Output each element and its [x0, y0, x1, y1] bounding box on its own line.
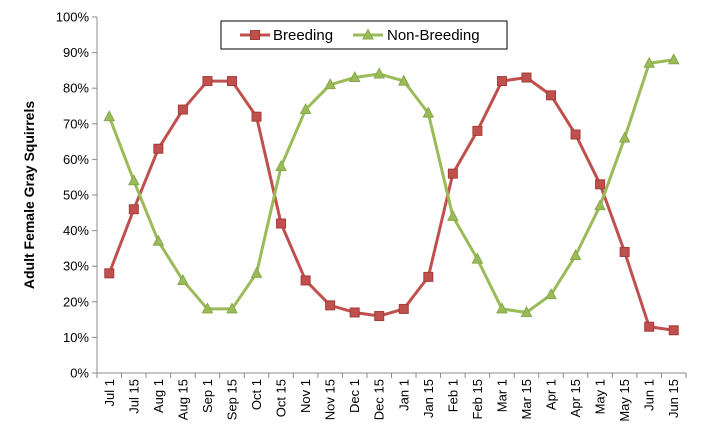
data-point-breeding	[668, 325, 679, 336]
data-point-non-breeding	[103, 110, 116, 122]
x-tick-label: Dec 15	[372, 379, 387, 420]
y-tick-label: 20%	[63, 294, 89, 309]
data-point-breeding	[276, 218, 287, 229]
x-tick-label: Jun 1	[642, 379, 657, 411]
data-point-breeding	[423, 271, 434, 282]
x-tick-label: Jan 1	[396, 379, 411, 411]
x-tick-label: Oct 15	[274, 379, 289, 417]
x-tick-label: Nov 1	[298, 379, 313, 413]
data-point-non-breeding	[177, 273, 189, 285]
data-point-non-breeding	[324, 78, 336, 90]
data-point-non-breeding	[250, 266, 263, 278]
x-tick-group: Jul 1 Jul 15 Aug 1 Aug 15 Sep 1 Sep 15 Oct 1 Oc…	[96, 373, 687, 422]
data-point-non-breeding	[520, 305, 533, 317]
x-tick-label: Feb 1	[445, 379, 460, 412]
data-point-breeding	[300, 275, 311, 286]
data-point-non-breeding	[127, 174, 140, 186]
x-axis: Jul 1 Jul 15 Aug 1 Aug 15 Sep 1 Sep 15 Oct 1 Oc…	[96, 372, 687, 422]
data-point-non-breeding	[275, 159, 287, 172]
series-layer	[103, 53, 680, 336]
x-tick-label: Sep 1	[200, 379, 215, 413]
x-tick-label: Nov 15	[323, 379, 338, 420]
x-tick-label: Mar 15	[519, 379, 534, 419]
data-point-breeding	[546, 90, 557, 101]
data-point-non-breeding	[201, 302, 214, 314]
data-point-non-breeding	[545, 288, 557, 300]
data-point-non-breeding	[471, 252, 484, 264]
legend-nonbreeding-marker	[362, 28, 374, 40]
legend: Breeding Non-Breeding	[220, 20, 508, 50]
y-axis: 0% 10% 20% 30% 40% 50% 60% 70% 80% 90% 100%	[56, 10, 98, 381]
data-point-breeding	[619, 246, 630, 257]
data-point-non-breeding	[226, 302, 238, 314]
y-tick-group: 0% 10% 20% 30% 40% 50% 60% 70% 80% 90% 100%	[56, 10, 97, 381]
x-tick-label: Dec 1	[347, 379, 362, 413]
y-tick-label: 50%	[63, 188, 89, 203]
y-axis-title: Adult Female Gray Squirrels	[21, 101, 37, 289]
data-point-breeding	[202, 76, 213, 87]
y-tick-label: 80%	[63, 81, 89, 96]
data-point-non-breeding	[299, 102, 312, 115]
data-point-breeding	[644, 321, 655, 332]
data-point-non-breeding	[373, 67, 386, 79]
y-tick-label: 0%	[70, 366, 89, 381]
data-point-breeding	[251, 111, 262, 122]
x-tick-label: Apr 1	[544, 379, 559, 410]
data-point-breeding	[128, 204, 139, 215]
data-point-non-breeding	[643, 56, 656, 68]
data-point-breeding	[153, 143, 164, 154]
x-tick-label: Feb 15	[470, 379, 485, 419]
y-tick-label: 30%	[63, 259, 89, 274]
data-point-non-breeding	[152, 234, 165, 246]
y-tick-label: 100%	[56, 10, 90, 25]
x-tick-label: Jan 15	[421, 379, 436, 418]
y-tick-label: 90%	[63, 45, 89, 60]
x-tick-label: Mar 1	[494, 379, 509, 412]
y-tick-label: 40%	[63, 223, 89, 238]
x-tick-label: Jul 15	[126, 379, 141, 414]
x-tick-label: Aug 15	[175, 379, 190, 420]
data-point-non-breeding	[569, 248, 582, 261]
data-point-breeding	[374, 311, 385, 322]
x-tick-label: Aug 1	[151, 379, 166, 413]
x-tick-label: Oct 1	[249, 379, 264, 410]
data-point-breeding	[570, 129, 581, 140]
data-point-breeding	[521, 72, 532, 83]
data-point-breeding	[496, 76, 507, 87]
data-point-breeding	[472, 125, 483, 136]
x-tick-label: Jun 15	[666, 379, 681, 418]
x-tick-label: Apr 15	[568, 379, 583, 417]
data-point-non-breeding	[422, 106, 435, 118]
data-point-breeding	[595, 179, 606, 190]
series-breeding	[104, 72, 679, 336]
data-point-non-breeding	[618, 131, 631, 143]
legend-nonbreeding-label: Non-Breeding	[387, 27, 480, 44]
data-point-non-breeding	[594, 199, 606, 211]
x-tick-label: Sep 15	[224, 379, 239, 420]
legend-breeding-marker	[250, 30, 260, 40]
data-point-breeding	[398, 303, 409, 314]
data-point-breeding	[104, 268, 115, 279]
data-point-breeding	[177, 104, 188, 115]
x-tick-label: Jul 1	[102, 379, 117, 406]
x-tick-label: May 1	[593, 379, 608, 414]
data-point-breeding	[447, 168, 458, 179]
data-point-non-breeding	[667, 53, 680, 65]
y-tick-label: 60%	[63, 152, 89, 167]
data-point-non-breeding	[348, 70, 361, 83]
data-point-breeding	[325, 300, 336, 311]
data-point-breeding	[226, 76, 237, 87]
y-tick-label: 70%	[63, 116, 89, 131]
data-point-non-breeding	[496, 302, 508, 314]
x-tick-label: May 15	[617, 379, 632, 422]
series-non-breeding	[103, 53, 680, 317]
data-point-non-breeding	[447, 209, 459, 221]
series-line-non-breeding	[107, 58, 674, 314]
legend-breeding-label: Breeding	[273, 27, 333, 44]
y-tick-label: 10%	[63, 330, 89, 345]
data-point-non-breeding	[397, 74, 410, 86]
data-point-breeding	[349, 307, 360, 318]
